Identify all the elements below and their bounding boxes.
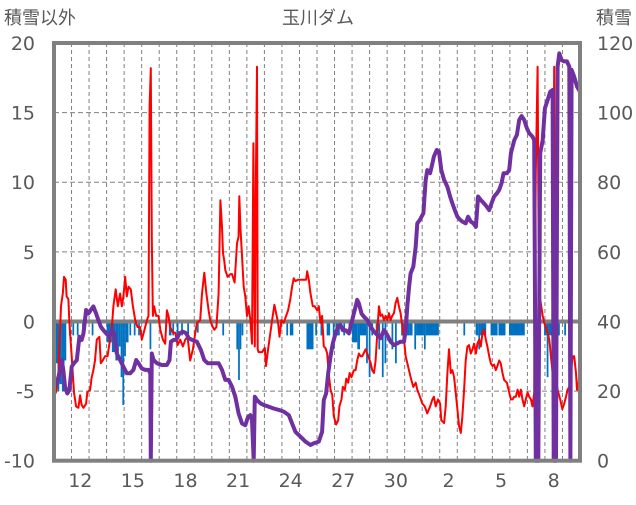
precip-bar — [564, 321, 566, 336]
non-snow-line — [53, 65, 581, 434]
precip-bar — [320, 321, 323, 336]
right-axis-title: 積雪 — [596, 8, 632, 29]
x-tick-label: 12 — [68, 470, 92, 492]
precip-bar — [306, 321, 314, 350]
line-series — [53, 51, 582, 463]
right-tick-label: 80 — [597, 172, 621, 194]
x-tick-label: 24 — [279, 470, 303, 492]
precip-bar — [241, 321, 244, 336]
precip-bar — [72, 321, 75, 336]
precip-bar — [133, 321, 136, 336]
precip-bar — [366, 321, 368, 364]
precip-bar — [91, 321, 94, 336]
chart-title: 玉川ダム — [282, 8, 354, 29]
precip-bar — [368, 321, 371, 378]
precip-bar — [359, 321, 367, 336]
precip-bar — [64, 321, 67, 361]
precip-bar — [239, 321, 242, 350]
precip-bar — [187, 321, 190, 336]
x-tick-label: 8 — [548, 470, 560, 492]
bar-series — [55, 321, 566, 406]
left-tick-label: 5 — [23, 242, 35, 264]
left-tick-label: 15 — [11, 103, 35, 125]
tick-labels: 20 15 10 5 0 -5 -10 120 100 80 60 40 20 0 12 15 18 21 24 27… — [4, 33, 633, 492]
x-tick-label: 2 — [442, 470, 454, 492]
precip-bar — [463, 321, 466, 336]
precip-bar — [315, 321, 317, 336]
precip-bar — [414, 321, 417, 350]
precip-bar — [490, 321, 498, 336]
precip-bar — [55, 321, 58, 364]
precip-bar — [475, 321, 479, 336]
precip-bar — [125, 321, 129, 343]
left-tick-label: 0 — [23, 311, 35, 333]
precip-bar — [546, 321, 549, 378]
precip-bar — [138, 321, 140, 336]
precip-bar — [425, 321, 439, 336]
precip-bar — [478, 321, 481, 350]
right-tick-label: 0 — [597, 451, 609, 473]
precip-bar — [124, 321, 126, 357]
right-tick-label: 40 — [597, 311, 621, 333]
precip-bar — [384, 321, 387, 364]
x-tick-label: 15 — [121, 470, 145, 492]
precip-bar — [508, 321, 525, 336]
x-tick-label: 30 — [384, 470, 408, 492]
left-tick-label: -10 — [4, 451, 35, 473]
left-axis-title: 積雪以外 — [4, 8, 76, 29]
right-tick-label: 60 — [597, 242, 621, 264]
right-tick-label: 20 — [597, 381, 621, 403]
precip-bar — [381, 321, 384, 378]
precip-bar — [238, 321, 240, 380]
precip-bar — [129, 321, 132, 336]
left-tick-label: 10 — [11, 172, 35, 194]
precip-bar — [181, 321, 183, 336]
precip-bar — [286, 321, 289, 336]
left-tick-label: -5 — [16, 381, 35, 403]
precip-bar — [59, 321, 62, 385]
snow-depth-line — [54, 51, 582, 463]
right-tick-label: 100 — [597, 103, 633, 125]
precip-bar — [176, 321, 179, 336]
precip-bar — [416, 321, 424, 336]
precip-bar — [236, 321, 239, 350]
precip-bar — [409, 321, 413, 336]
precip-bar — [326, 321, 331, 336]
x-tick-label: 18 — [173, 470, 197, 492]
precip-bar — [222, 321, 225, 336]
x-tick-label: 21 — [226, 470, 250, 492]
precip-bar — [196, 321, 199, 333]
precip-bar — [423, 321, 426, 350]
precip-bar — [498, 321, 506, 336]
plot-frame — [52, 41, 582, 463]
precip-bar — [76, 321, 79, 336]
precip-bar — [61, 321, 65, 392]
precip-bar — [480, 321, 487, 336]
x-tick-label: 27 — [331, 470, 355, 492]
right-tick-label: 120 — [597, 33, 633, 55]
precip-bar — [289, 321, 294, 336]
precip-bar — [352, 321, 358, 343]
x-tick-label: 5 — [495, 470, 507, 492]
precip-bar — [357, 321, 360, 350]
precip-bar — [118, 321, 121, 347]
precip-bar — [120, 321, 123, 378]
precip-bar — [391, 321, 394, 350]
left-tick-label: 20 — [11, 33, 35, 55]
gridlines — [54, 43, 580, 461]
precip-bar — [172, 321, 175, 336]
precip-bar — [149, 321, 152, 350]
